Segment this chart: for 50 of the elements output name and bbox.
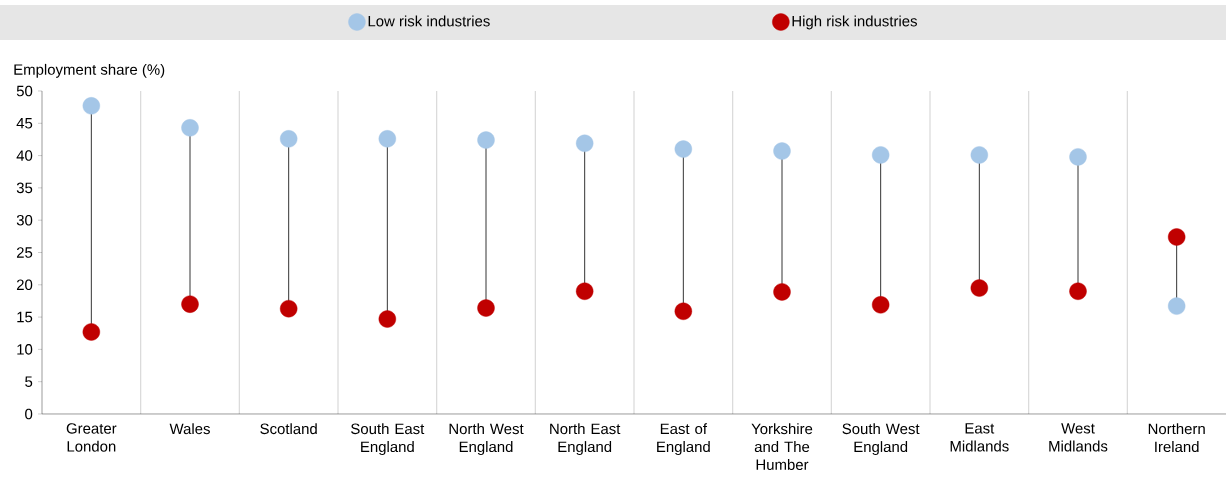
- point: [378, 130, 397, 148]
- y-axis-title: Employment share (%): [14, 63, 165, 78]
- point: [82, 323, 101, 341]
- point: [970, 279, 989, 297]
- point: [871, 146, 890, 164]
- y-tick-label: 40: [16, 150, 33, 161]
- x-tick-label: Northern Ireland: [1148, 423, 1205, 453]
- legend-label: Low risk industries: [368, 15, 490, 27]
- point: [970, 146, 989, 164]
- point: [773, 283, 791, 301]
- point: [477, 131, 495, 149]
- y-tick-label: 30: [16, 214, 33, 226]
- x-tick-label: North West England: [449, 423, 524, 456]
- y-tick-label: 35: [16, 182, 33, 194]
- y-tick-label: 5: [25, 376, 33, 387]
- y-tick-label: 10: [17, 344, 33, 355]
- x-tick-label: Wales: [169, 423, 210, 435]
- y-tick-label: 45: [16, 118, 33, 129]
- point: [279, 130, 298, 148]
- point: [871, 296, 890, 314]
- point: [773, 142, 791, 160]
- y-tick-label: 20: [16, 279, 33, 291]
- x-tick-label: Scotland: [260, 423, 317, 435]
- x-tick-label: East Midlands: [950, 423, 1009, 452]
- point: [674, 140, 693, 158]
- x-tick-label: Greater London: [66, 423, 117, 452]
- x-tick-label: South East England: [351, 423, 425, 456]
- point: [378, 310, 397, 328]
- x-tick-label: East of England: [657, 423, 710, 456]
- y-tick-label: 50: [16, 85, 33, 97]
- y-tick-label: 15: [17, 311, 33, 323]
- legend-label: High risk industries: [792, 15, 917, 30]
- point: [82, 97, 101, 115]
- point: [477, 299, 495, 317]
- point: [575, 134, 594, 153]
- point: [1069, 282, 1087, 300]
- point: [1167, 297, 1186, 315]
- x-tick-label: South West England: [842, 423, 920, 456]
- point: [575, 282, 594, 300]
- y-tick-label: 0: [25, 408, 33, 420]
- x-tick-label: Yorkshire and The Humber: [751, 423, 813, 470]
- x-tick-label: West Midlands: [1049, 423, 1108, 452]
- point: [1069, 148, 1087, 166]
- point: [181, 119, 199, 137]
- point: [181, 295, 199, 313]
- point: [279, 299, 298, 318]
- y-tick-label: 25: [16, 247, 33, 258]
- point: [674, 302, 693, 320]
- x-tick-label: North East England: [550, 423, 621, 456]
- point: [1167, 228, 1186, 246]
